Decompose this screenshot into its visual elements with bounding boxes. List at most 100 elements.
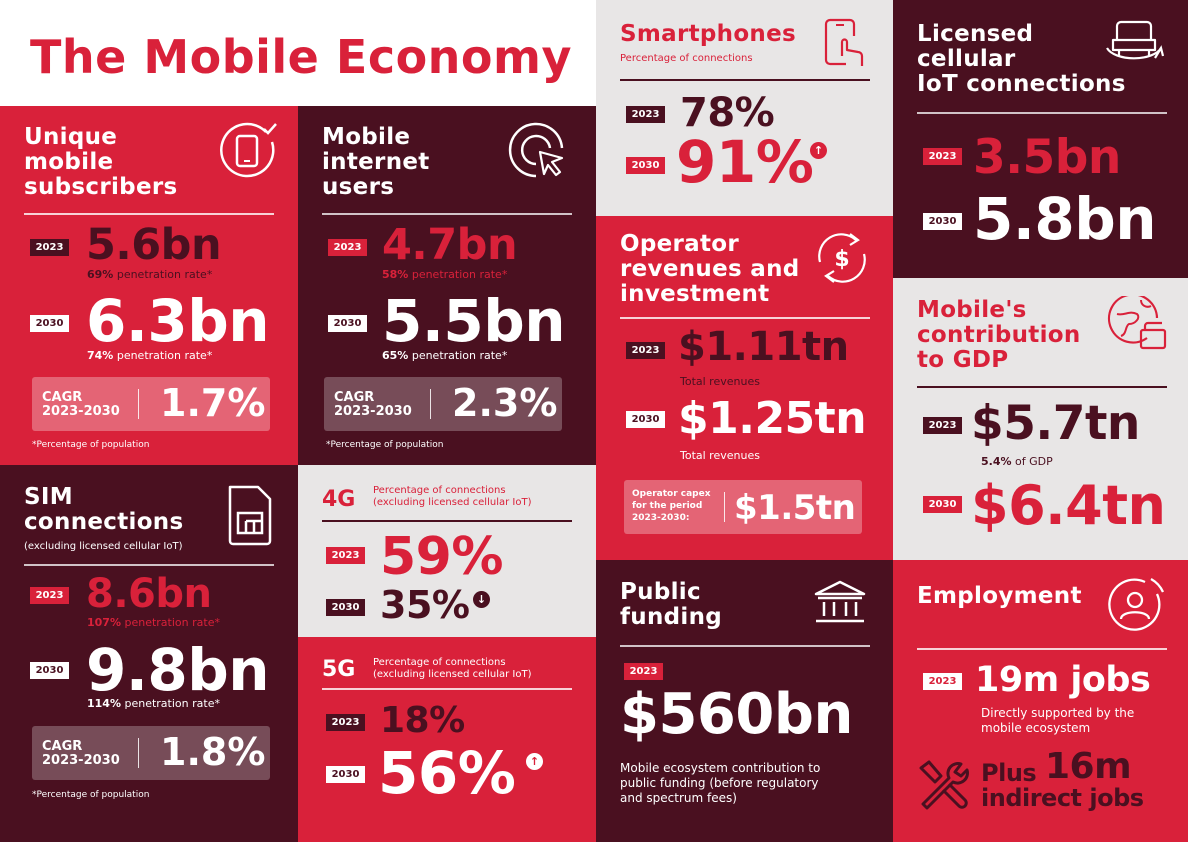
panel-title: SIM connections <box>24 484 184 535</box>
year-label: 2023 <box>626 106 665 123</box>
year-label: 2023 <box>923 673 962 690</box>
panel-title: Public funding <box>620 579 723 630</box>
year-label: 2030 <box>923 213 962 230</box>
divider <box>24 213 274 215</box>
gdp-contribution-panel: Mobile's contribution to GDP 2023 $5.7tn… <box>893 278 1188 560</box>
5g-label: 5G <box>322 657 356 682</box>
divider <box>917 648 1167 650</box>
value-2030: 35% <box>380 583 470 627</box>
cagr-value: 2.3% <box>452 381 558 425</box>
value-2030: 5.8bn <box>973 185 1157 253</box>
value-2023: 18% <box>380 700 465 741</box>
year-label: 2023 <box>626 342 665 359</box>
year-label: 2030 <box>626 411 665 428</box>
penetration-note: 74% penetration rate* <box>87 349 213 362</box>
value-2023: 5.6bn <box>86 220 222 270</box>
year-label: 2030 <box>30 315 69 332</box>
globe-wallet-icon <box>1107 296 1167 350</box>
year-label: 2030 <box>328 315 367 332</box>
unique-subscribers-panel: Unique mobile subscribers 2023 5.6bn 69%… <box>0 106 298 465</box>
value-2030: $1.25tn <box>678 393 867 444</box>
year-label: 2023 <box>923 148 962 165</box>
employment-panel: Employment 2023 19m jobs Directly suppor… <box>893 560 1188 842</box>
4g-panel: 4G Percentage of connections (excluding … <box>298 465 596 637</box>
year-label: 2023 <box>328 239 367 256</box>
phone-check-icon <box>220 122 277 178</box>
value-2030: 6.3bn <box>86 287 270 355</box>
value-2030: 9.8bn <box>86 636 270 704</box>
capex-box: Operator capex for the period 2023-2030:… <box>624 480 862 534</box>
penetration-note: 65% penetration rate* <box>382 349 508 362</box>
penetration-note: 69% penetration rate* <box>87 268 213 281</box>
year-label: 2023 <box>326 714 365 731</box>
panel-title: Mobile internet users <box>322 124 430 200</box>
cagr-box: CAGR 2023-2030 1.7% <box>32 377 270 431</box>
divider <box>917 386 1167 388</box>
divider <box>620 317 870 319</box>
value-2023: 4.7bn <box>382 220 518 270</box>
smartphone-touch-icon <box>824 18 864 66</box>
divider <box>24 564 274 566</box>
year-label: 2023 <box>30 239 69 256</box>
panel-subtitle: (excluding licensed cellular IoT) <box>24 541 183 552</box>
year-label: 2023 <box>624 663 663 680</box>
page-title: The Mobile Economy <box>30 30 572 84</box>
value-2023: $5.7tn <box>971 396 1140 451</box>
capex-value: $1.5tn <box>734 488 856 528</box>
arrow-up-icon: ↑ <box>526 753 543 770</box>
cagr-value: 1.8% <box>160 730 266 774</box>
svg-text:$: $ <box>834 247 849 272</box>
value-2023: 59% <box>380 527 503 587</box>
value-2030: 5.5bn <box>382 287 566 355</box>
value-2023: $1.11tn <box>678 324 849 370</box>
capex-label: Operator capex for the period 2023-2030: <box>632 489 711 523</box>
panel-subtitle: Percentage of connections (excluding lic… <box>373 657 532 680</box>
cursor-click-icon <box>508 122 564 178</box>
operator-revenues-panel: Operator revenues and investment $ 2023 … <box>596 216 893 560</box>
connected-car-icon <box>1106 20 1165 60</box>
divider <box>322 213 572 215</box>
panel-title: Unique mobile subscribers <box>24 124 178 200</box>
panel-title: Smartphones <box>620 21 796 47</box>
arrow-up-icon: ↑ <box>810 142 827 159</box>
4g-label: 4G <box>322 487 356 512</box>
cagr-box: CAGR 2023-2030 2.3% <box>324 377 562 431</box>
person-icon <box>1108 577 1165 631</box>
year-label: 2030 <box>30 662 69 679</box>
cagr-value: 1.7% <box>160 381 266 425</box>
bank-icon <box>814 580 866 623</box>
year-label: 2023 <box>326 547 365 564</box>
panel-title: Mobile's contribution to GDP <box>917 297 1081 373</box>
year-label: 2030 <box>326 599 365 616</box>
smartphones-panel: Smartphones Percentage of connections 20… <box>596 0 893 216</box>
iot-connections-panel: Licensed cellular IoT connections 2023 3… <box>893 0 1188 278</box>
panel-subtitle: Percentage of connections <box>620 53 753 64</box>
revenue-note: Total revenues <box>680 449 760 462</box>
sim-card-icon <box>228 485 272 546</box>
penetration-note: 58% penetration rate* <box>382 268 508 281</box>
employment-note: Directly supported by the mobile ecosyst… <box>981 706 1135 735</box>
footnote: *Percentage of population <box>32 790 150 800</box>
sim-connections-panel: SIM connections (excluding licensed cell… <box>0 465 298 842</box>
divider <box>322 688 572 690</box>
divider <box>620 645 870 647</box>
indirect-value: 16m <box>1045 746 1132 787</box>
value-2030: 56% <box>378 739 516 807</box>
revenue-note: Total revenues <box>680 375 760 388</box>
panel-title: Licensed cellular IoT connections <box>917 21 1126 97</box>
gdp-note: 5.4% of GDP <box>981 455 1053 468</box>
indirect-label: indirect jobs <box>981 784 1144 812</box>
internet-users-panel: Mobile internet users 2023 4.7bn 58% pen… <box>298 106 596 465</box>
value-2023: 8.6bn <box>86 571 212 617</box>
divider <box>620 79 870 81</box>
value-2023: 3.5bn <box>973 130 1121 185</box>
value-2023: $560bn <box>620 682 853 747</box>
year-label: 2030 <box>923 496 962 513</box>
footnote: *Percentage of population <box>32 440 150 450</box>
penetration-note: 107% penetration rate* <box>87 616 220 629</box>
divider <box>322 520 572 522</box>
value-2023: 78% <box>680 90 775 136</box>
plus-label: Plus <box>981 759 1037 787</box>
value-2023: 19m jobs <box>975 660 1151 700</box>
header-panel: The Mobile Economy <box>0 0 596 106</box>
